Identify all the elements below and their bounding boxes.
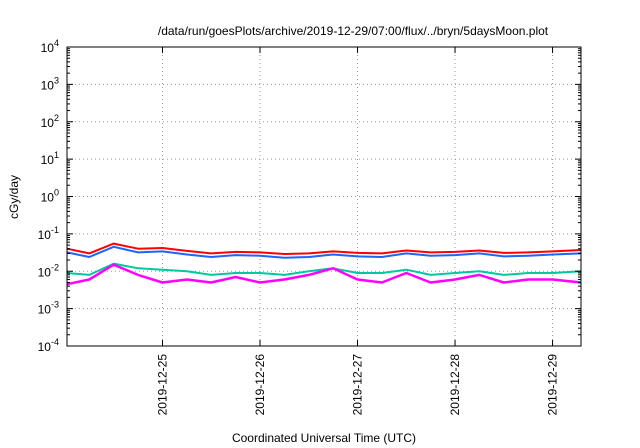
x-axis-label: Coordinated Universal Time (UTC): [232, 431, 416, 445]
y-tick-label: 10-3: [38, 300, 59, 317]
grid: [67, 47, 581, 346]
y-tick-label: 10-2: [38, 262, 59, 279]
y-axis: 10-4 10-3 10-2 10-1 100 101 102 103 104: [38, 38, 581, 354]
series-lines: [66, 242, 582, 286]
y-tick-label: 101: [41, 150, 59, 167]
series-line-4: [66, 263, 582, 286]
x-tick-label: 2019-12-26: [253, 354, 267, 416]
y-tick-label: 100: [41, 188, 59, 205]
y-tick-label: 104: [41, 38, 59, 55]
chart-title: /data/run/goesPlots/archive/2019-12-29/0…: [158, 24, 549, 38]
y-tick-label: 102: [41, 113, 59, 130]
y-tick-label: 103: [41, 75, 59, 92]
x-tick-label: 2019-12-27: [351, 354, 365, 416]
series-line-1: [66, 242, 582, 255]
x-tick-label: 2019-12-29: [546, 354, 560, 416]
y-tick-label: 10-1: [38, 225, 59, 242]
series-line-2: [66, 245, 582, 259]
series-line-3: [66, 262, 582, 276]
y-tick-label: 10-4: [38, 337, 59, 354]
x-tick-label: 2019-12-25: [155, 354, 169, 416]
y-axis-label: cGy/day: [7, 175, 21, 219]
x-axis: 2019-12-25 2019-12-26 2019-12-27 2019-12-28…: [155, 47, 560, 416]
x-tick-label: 2019-12-28: [448, 354, 462, 416]
